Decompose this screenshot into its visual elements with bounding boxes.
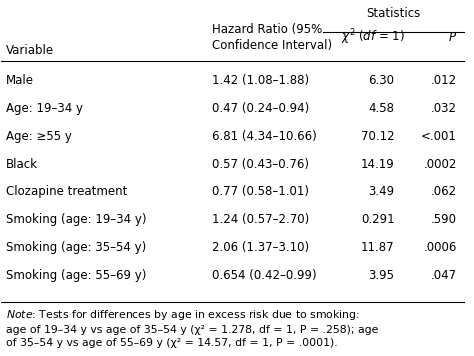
Text: 4.58: 4.58 xyxy=(368,102,394,115)
Text: Male: Male xyxy=(6,74,34,87)
Text: .012: .012 xyxy=(431,74,457,87)
Text: Smoking (age: 35–54 y): Smoking (age: 35–54 y) xyxy=(6,241,146,254)
Text: .590: .590 xyxy=(431,213,457,226)
Text: $P$: $P$ xyxy=(448,31,457,44)
Text: 3.95: 3.95 xyxy=(368,269,394,282)
Text: 0.654 (0.42–0.99): 0.654 (0.42–0.99) xyxy=(212,269,317,282)
Text: 6.81 (4.34–10.66): 6.81 (4.34–10.66) xyxy=(212,130,317,143)
Text: .047: .047 xyxy=(431,269,457,282)
Text: 2.06 (1.37–3.10): 2.06 (1.37–3.10) xyxy=(212,241,309,254)
Text: 0.77 (0.58–1.01): 0.77 (0.58–1.01) xyxy=(212,185,309,198)
Text: $\it{Note}$: Tests for differences by age in excess risk due to smoking:
age of : $\it{Note}$: Tests for differences by ag… xyxy=(6,308,378,348)
Text: <.001: <.001 xyxy=(421,130,457,143)
Text: Smoking (age: 19–34 y): Smoking (age: 19–34 y) xyxy=(6,213,146,226)
Text: Variable: Variable xyxy=(6,44,54,57)
Text: Clozapine treatment: Clozapine treatment xyxy=(6,185,128,198)
Text: .032: .032 xyxy=(431,102,457,115)
Text: .0006: .0006 xyxy=(424,241,457,254)
Text: .0002: .0002 xyxy=(424,157,457,171)
Text: 0.47 (0.24–0.94): 0.47 (0.24–0.94) xyxy=(212,102,309,115)
Text: 70.12: 70.12 xyxy=(361,130,394,143)
Text: Black: Black xyxy=(6,157,38,171)
Text: Smoking (age: 55–69 y): Smoking (age: 55–69 y) xyxy=(6,269,146,282)
Text: Age: 19–34 y: Age: 19–34 y xyxy=(6,102,83,115)
Text: 14.19: 14.19 xyxy=(361,157,394,171)
Text: 3.49: 3.49 xyxy=(368,185,394,198)
Text: Statistics: Statistics xyxy=(366,7,420,20)
Text: Age: ≥55 y: Age: ≥55 y xyxy=(6,130,72,143)
Text: 0.291: 0.291 xyxy=(361,213,394,226)
Text: 1.42 (1.08–1.88): 1.42 (1.08–1.88) xyxy=(212,74,309,87)
Text: 1.24 (0.57–2.70): 1.24 (0.57–2.70) xyxy=(212,213,309,226)
Text: .062: .062 xyxy=(431,185,457,198)
Text: 0.57 (0.43–0.76): 0.57 (0.43–0.76) xyxy=(212,157,309,171)
Text: 11.87: 11.87 xyxy=(361,241,394,254)
Text: Hazard Ratio (95%
Confidence Interval): Hazard Ratio (95% Confidence Interval) xyxy=(212,23,332,52)
Text: 6.30: 6.30 xyxy=(368,74,394,87)
Text: $\chi^2$ ($df$ = 1): $\chi^2$ ($df$ = 1) xyxy=(341,27,405,47)
